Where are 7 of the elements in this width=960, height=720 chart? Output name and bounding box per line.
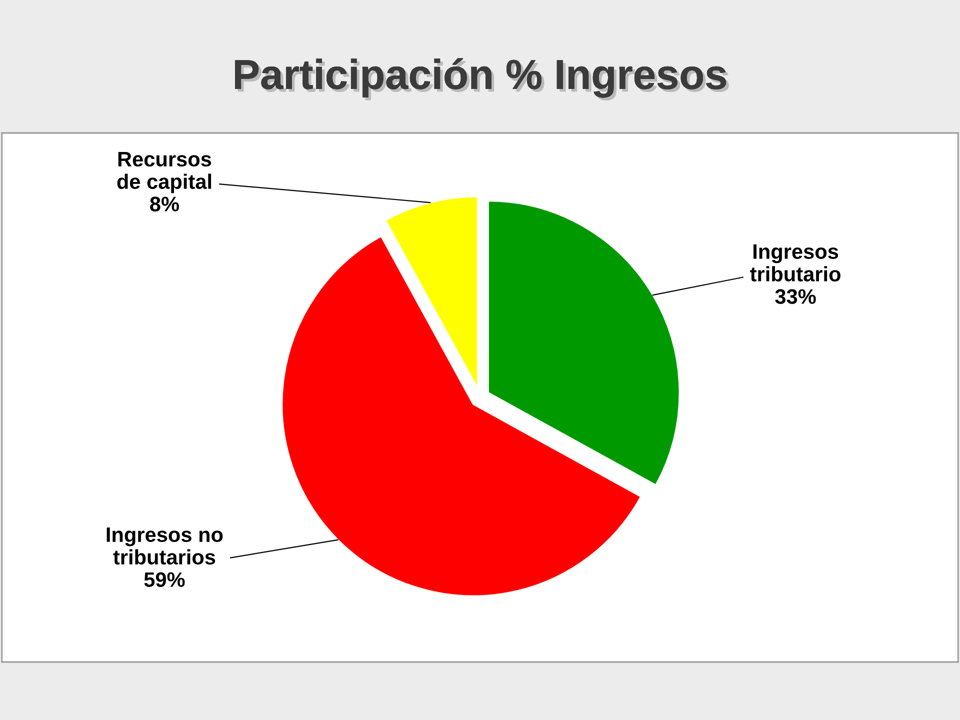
slice-label: Recursos de capital — [117, 152, 212, 194]
slice-label: Ingresos no tributarios — [106, 527, 223, 565]
chart-title: Participación % Ingresos — [235, 58, 729, 100]
slice-label: Ingresos tributario — [750, 244, 840, 282]
data-label: 59% — [144, 572, 185, 588]
data-label: 8% — [150, 196, 179, 212]
data-label: 33% — [775, 289, 816, 304]
